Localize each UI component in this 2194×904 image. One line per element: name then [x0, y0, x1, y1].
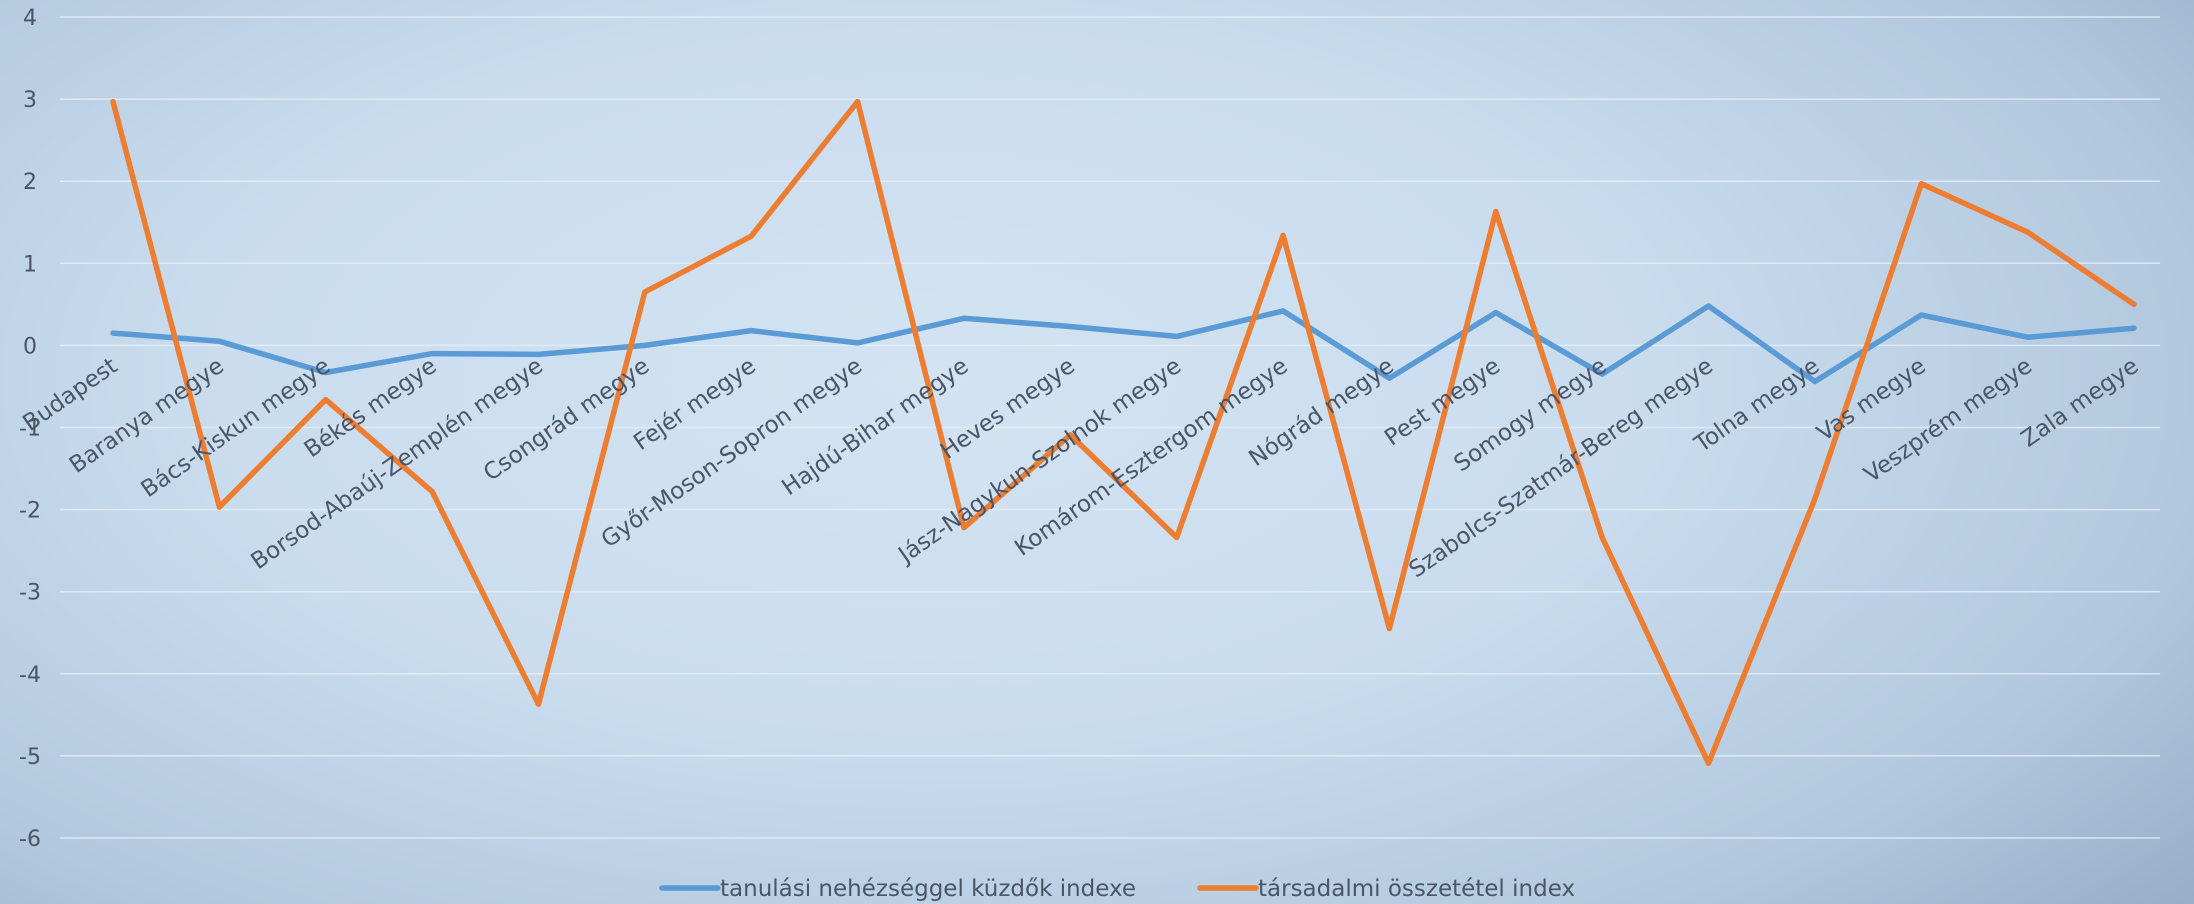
- legend-item-1: tanulási nehézséggel küzdők indexe: [659, 876, 1136, 902]
- data-point: [642, 342, 648, 348]
- y-tick-label: 2: [23, 170, 37, 195]
- data-point: [1493, 310, 1499, 316]
- data-point: [748, 233, 754, 239]
- data-point: [1174, 535, 1180, 541]
- y-tick-label: -3: [19, 581, 41, 606]
- y-tick-label: 1: [23, 252, 37, 277]
- data-point: [1918, 312, 1924, 318]
- legend: tanulási nehézséggel küzdők indexe társad…: [659, 876, 1575, 902]
- data-point: [429, 489, 435, 495]
- data-point: [961, 315, 967, 321]
- data-point: [110, 330, 116, 336]
- data-point: [1812, 496, 1818, 502]
- data-point: [1386, 375, 1392, 381]
- data-point: [110, 99, 116, 105]
- x-tick-label: Zala megye: [2017, 353, 2144, 453]
- data-point: [1918, 181, 1924, 187]
- data-point: [2131, 325, 2137, 331]
- y-tick-label: 4: [23, 6, 37, 31]
- data-point: [961, 525, 967, 531]
- data-point: [1599, 535, 1605, 541]
- legend-label: társadalmi összetétel index: [1258, 876, 1575, 902]
- data-point: [1812, 379, 1818, 385]
- series-lines: [110, 98, 2137, 767]
- data-point: [216, 338, 222, 344]
- y-axis-ticks: 4 3 2 1 0 -1 -2 -3 -4 -5 -6: [19, 6, 41, 852]
- data-point: [323, 397, 329, 403]
- data-point: [1280, 232, 1286, 238]
- data-point: [535, 351, 541, 357]
- data-point: [2131, 301, 2137, 307]
- series-line-2: [110, 98, 2137, 767]
- data-point: [1280, 308, 1286, 314]
- data-point: [1493, 209, 1499, 215]
- data-point: [2025, 334, 2031, 340]
- data-point: [323, 369, 329, 375]
- data-point: [1067, 324, 1073, 330]
- data-point: [855, 99, 861, 105]
- series-line-1: [110, 303, 2137, 385]
- data-point: [535, 701, 541, 707]
- data-point: [748, 328, 754, 334]
- data-point: [1067, 432, 1073, 438]
- data-point: [1706, 303, 1712, 309]
- gridlines: [60, 16, 2160, 839]
- data-point: [216, 504, 222, 510]
- data-point: [855, 340, 861, 346]
- data-point: [1386, 626, 1392, 632]
- y-tick-label: 0: [23, 334, 37, 359]
- x-tick-label: Budapest: [18, 353, 122, 437]
- data-point: [429, 351, 435, 357]
- y-tick-label: -4: [19, 663, 41, 688]
- data-point: [1706, 760, 1712, 766]
- y-tick-label: -5: [19, 745, 41, 770]
- data-point: [1174, 333, 1180, 339]
- y-tick-label: -1: [19, 417, 41, 442]
- data-point: [1599, 371, 1605, 377]
- y-tick-label: -6: [19, 827, 41, 852]
- legend-item-2: társadalmi összetétel index: [1197, 876, 1575, 902]
- data-point: [2025, 229, 2031, 235]
- y-tick-label: -2: [19, 499, 41, 524]
- legend-label: tanulási nehézséggel küzdők indexe: [720, 876, 1136, 902]
- y-tick-label: 3: [23, 88, 37, 113]
- data-point: [642, 289, 648, 295]
